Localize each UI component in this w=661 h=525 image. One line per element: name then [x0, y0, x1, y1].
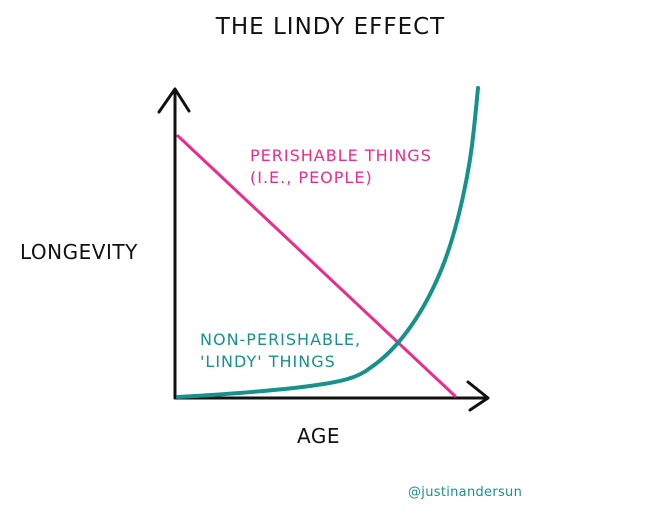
perishable-label-line2: (I.E., PEOPLE)	[250, 168, 373, 187]
perishable-line	[176, 134, 457, 398]
y-axis-arrowhead	[157, 87, 191, 114]
y-axis-label: LONGEVITY	[20, 240, 138, 264]
x-axis-arrowhead	[466, 380, 490, 412]
non-perishable-curve	[176, 86, 480, 399]
diagram-title: THE LINDY EFFECT	[215, 14, 446, 40]
non-perishable-label-line2: 'LINDY' THINGS	[200, 352, 336, 371]
non-perishable-label-line1: NON-PERISHABLE,	[200, 330, 362, 349]
axes	[157, 87, 490, 412]
perishable-label-line1: PERISHABLE THINGS	[250, 146, 432, 165]
x-axis-label: AGE	[297, 424, 340, 448]
author-credit: @justinandersun	[408, 485, 523, 500]
